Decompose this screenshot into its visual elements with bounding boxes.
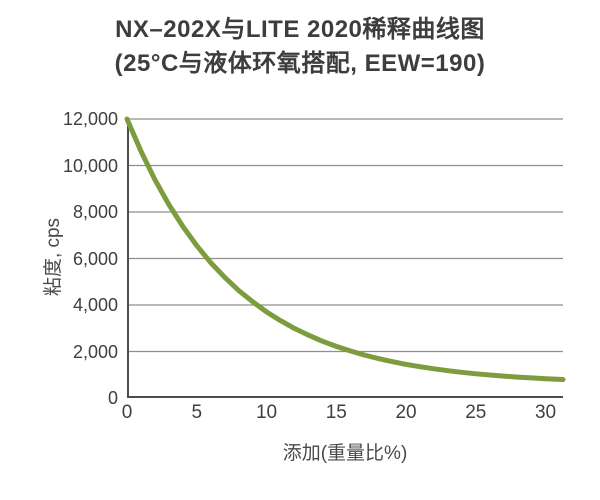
x-tick-label: 5 [191,402,203,423]
y-tick-label: 2,000 [72,341,118,362]
dilution-curve [124,116,566,382]
y-tick-label: 6,000 [72,248,118,269]
x-tick-label: 0 [121,402,133,423]
chart-header: NX–202X与LITE 2020稀释曲线图 (25°C与液体环氧搭配, EEW… [0,13,600,81]
x-tick-label: 30 [534,402,557,423]
x-tick-label: 10 [255,402,278,423]
chart-subtitle: (25°C与液体环氧搭配, EEW=190) [114,50,486,77]
chart-title: NX–202X与LITE 2020稀释曲线图 [115,16,485,43]
x-tick-label: 15 [325,402,347,423]
plot-area [124,116,566,398]
y-tick-label: 0 [107,388,118,408]
x-tick-label: 25 [465,402,487,423]
y-tick-label: 12,000 [62,109,118,129]
y-tick-label: 8,000 [72,202,118,222]
y-tick-label: 10,000 [62,155,118,176]
x-axis-title: 添加(重量比%) [282,443,408,464]
x-tick-label: 20 [395,402,417,423]
y-tick-label: 4,000 [72,295,118,315]
